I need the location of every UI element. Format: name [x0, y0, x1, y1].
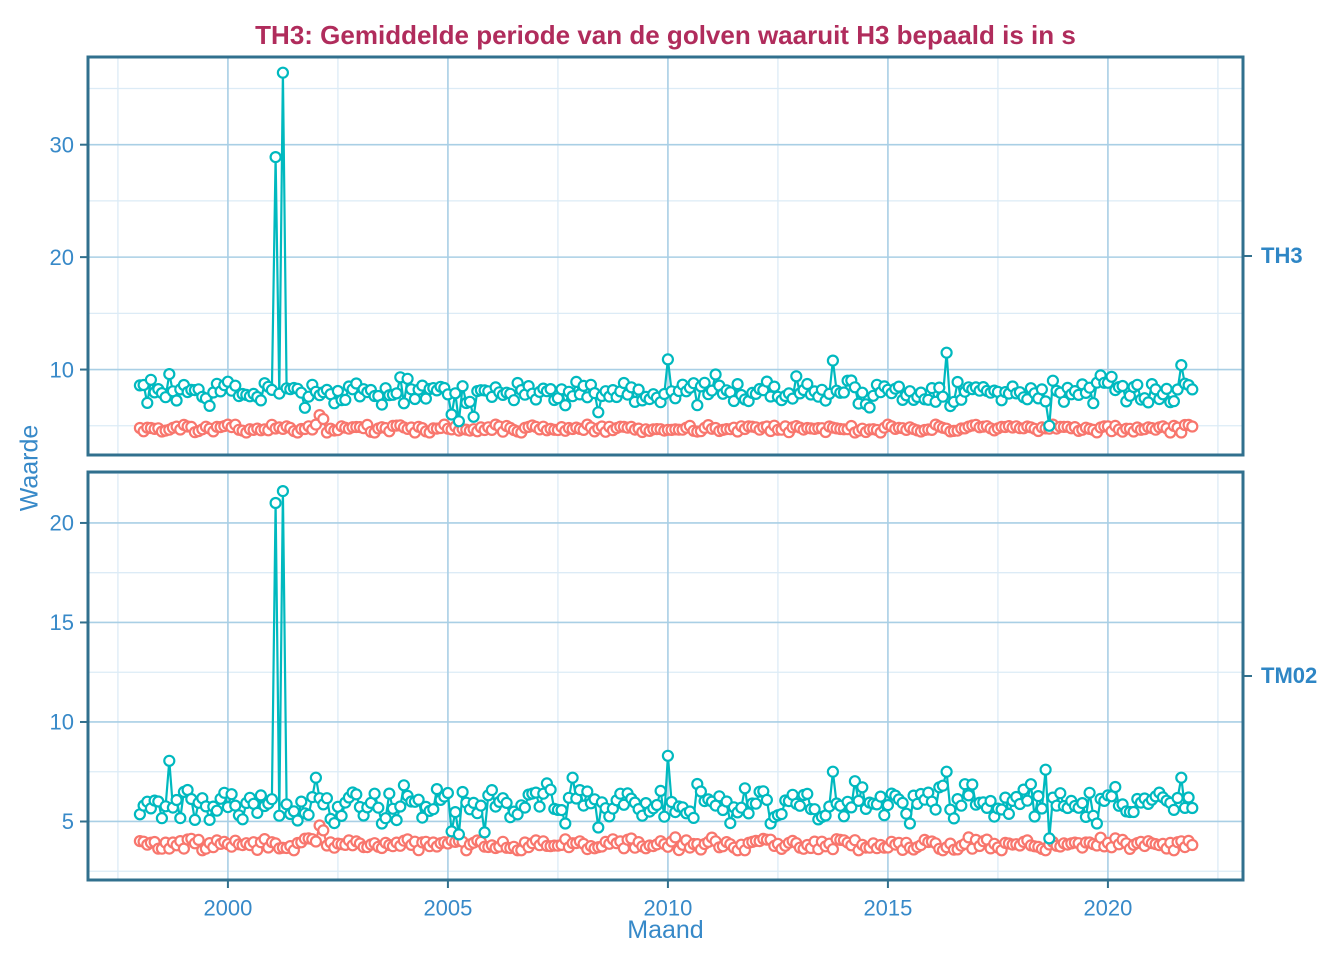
panel-tm02: 5 10 15 20: [50, 470, 1252, 882]
series-th3-red: [133, 409, 1199, 439]
chart-title: TH3: Gemiddelde periode van de golven wa…: [255, 20, 1076, 50]
x-axis-ticks: 2000 2005 2010 2015 2020: [203, 880, 1132, 921]
y-tick-label: 20: [50, 511, 74, 536]
y-tick-label: 10: [50, 357, 74, 382]
panel-th3: 10 20 30: [50, 55, 1252, 457]
x-axis-title: Maand: [627, 916, 704, 944]
series-tm02-teal: [133, 485, 1199, 845]
y-tick-label: 10: [50, 710, 74, 735]
x-tick-label: 2015: [863, 896, 912, 921]
y-tick-label: 30: [50, 132, 74, 157]
y-tick-label: 15: [50, 610, 74, 635]
series-tm02-red: [133, 819, 1199, 857]
x-tick-label: 2010: [643, 896, 692, 921]
x-tick-label: 2000: [203, 896, 252, 921]
y-axis-ticks: 5 10 15 20: [50, 511, 88, 834]
y-tick-label: 5: [62, 809, 74, 834]
x-tick-label: 2020: [1083, 896, 1132, 921]
facet-label-tm02: TM02: [1261, 663, 1318, 688]
y-axis-ticks: 10 20 30: [50, 132, 88, 382]
series-th3-teal: [133, 66, 1199, 432]
facet-label-th3: TH3: [1261, 243, 1303, 268]
x-tick-label: 2005: [423, 896, 472, 921]
y-tick-label: 20: [50, 245, 74, 270]
